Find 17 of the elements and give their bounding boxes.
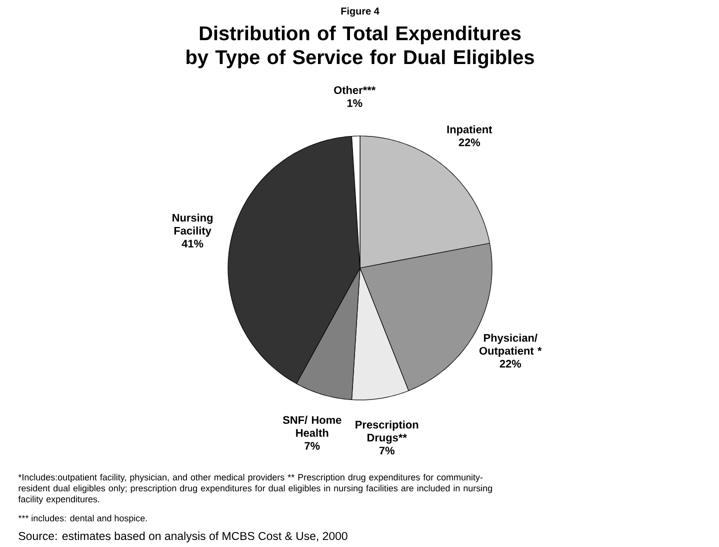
text: *Includes:outpatient facility, physician, and other medical providers ** Prescription drug expenditures for community-resident dual eligibles only; prescription drug expenditures for dual eligibles in nursing facilities are included in nursing facility expenditures. — [18, 474, 492, 504]
data-label: 22% — [458, 138, 480, 146]
source-note: Source: estimates based on analysis of MCBS Cost & Use, 2000 — [18, 532, 348, 542]
slice-label: Other*** — [334, 86, 376, 94]
text: *** includes: dental and hospice. — [18, 514, 147, 524]
data-label: 7% — [304, 442, 320, 450]
slice-label: SNF/ Home Health — [282, 416, 342, 437]
chart-title: Distribution of Total Expenditures by Type of Service for Dual Eligibles — [186, 26, 534, 68]
data-label: 1% — [347, 99, 362, 107]
data-label: 7% — [379, 446, 394, 454]
data-label: 41% — [182, 240, 204, 248]
slice-label: Inpatient — [447, 125, 492, 136]
slice-label: Nursing Facility — [172, 214, 212, 237]
data-label: 22% — [500, 360, 522, 368]
slice-label: Prescription Drugs** — [356, 420, 418, 444]
slice-label: Physician/ Outpatient * — [479, 334, 542, 357]
caption: Figure 4 — [341, 7, 380, 17]
